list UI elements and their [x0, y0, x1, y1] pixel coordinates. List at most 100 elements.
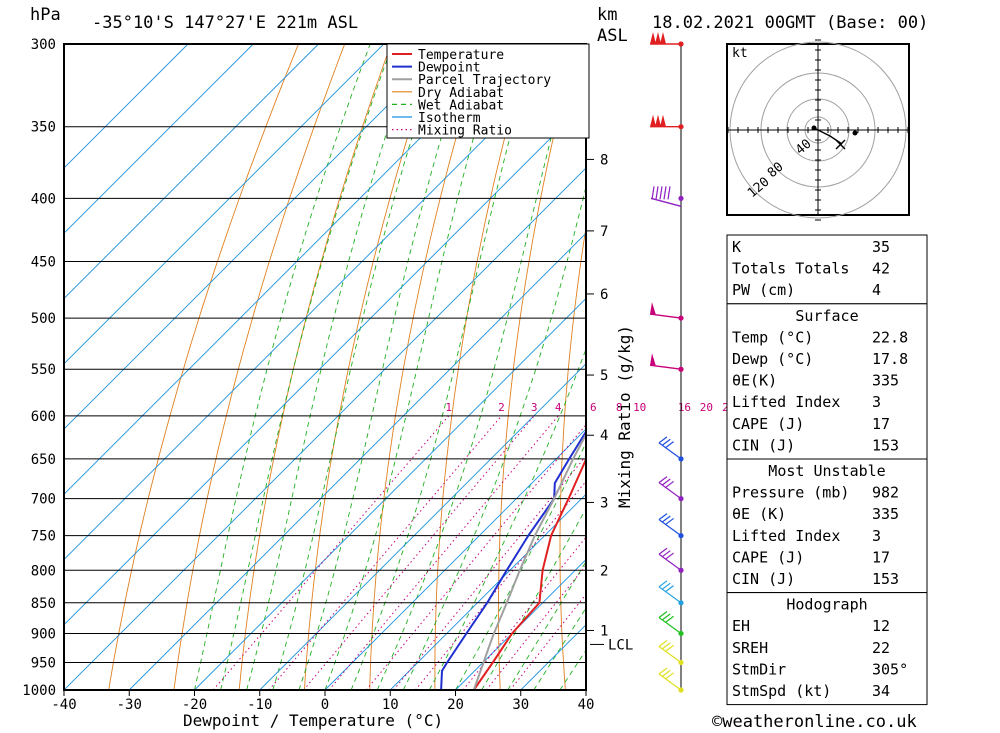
wind-barb-flag	[658, 580, 668, 588]
mixing-ratio-line	[365, 424, 586, 690]
table-row-value: 22	[872, 639, 890, 657]
pressure-tick-label: 700	[31, 492, 56, 508]
wet-adiabat-line	[246, 44, 417, 690]
temp-tick-label: -30	[117, 697, 142, 713]
wind-barb-flag	[658, 476, 668, 484]
datetime-title: 18.02.2021 00GMT (Base: 00)	[652, 13, 928, 33]
pressure-tick-label: 850	[31, 596, 56, 612]
wind-level-dot	[678, 600, 684, 606]
legend-box	[386, 43, 590, 139]
legend-label: Wet Adiabat	[418, 98, 504, 113]
table-row-value: 335	[872, 505, 899, 523]
isotherm-line	[324, 428, 586, 690]
wind-level-dot	[678, 124, 684, 130]
table-row-value: 305°	[872, 660, 908, 678]
wind-barb-flag	[659, 186, 663, 200]
wind-barb-column	[649, 32, 684, 693]
table-row-value: 35	[872, 238, 890, 256]
wind-barb-flag	[661, 438, 671, 446]
km-tick-label: 7	[600, 224, 608, 240]
legend-label: Dry Adiabat	[418, 86, 504, 101]
legend-label: Mixing Ratio	[418, 124, 512, 139]
temp-tick-label: 0	[321, 697, 329, 713]
dry-adiabat-line	[677, 44, 714, 690]
wind-level-dot	[678, 41, 684, 47]
mixing-ratio-label: 2	[498, 401, 505, 414]
wind-barb-flag	[665, 441, 674, 449]
km-tick-label: 3	[600, 495, 608, 511]
index-tables: K 35 Totals Totals 42 PW (cm) 4 Surface Temp (°…	[726, 234, 928, 706]
x-axis-label: Dewpoint / Temperature (°C)	[183, 711, 443, 730]
wind-barb-flag	[663, 186, 667, 200]
pressure-tick-label: 550	[31, 362, 56, 378]
wind-barb-pennant	[660, 114, 666, 127]
wind-barb	[658, 476, 684, 502]
copyright-footer: ©weatheronline.co.uk	[712, 712, 917, 732]
pressure-tick-label: 500	[31, 311, 56, 327]
table-row-value: 335	[872, 372, 899, 390]
wind-barb-pennant	[655, 114, 661, 127]
wind-barb-flag	[661, 613, 671, 621]
wet-adiabat-line	[324, 44, 502, 690]
surface-title: Surface	[795, 307, 858, 325]
pressure-axis: 300 350 400 450 500 550 600 650 700 750 800 850 900 9…	[22, 37, 56, 699]
wind-level-dot	[678, 687, 684, 693]
table-row-label: Dewp (°C)	[732, 350, 813, 368]
temp-tick-label: 40	[578, 697, 595, 713]
wind-barb	[658, 667, 684, 693]
mixing-ratio-line	[212, 415, 450, 690]
table-row-label: CAPE (J)	[732, 415, 804, 433]
plot-border	[63, 43, 587, 691]
height-axis: 1 2 3 4 5 6 7 8 LCL	[586, 152, 633, 653]
background-lines	[64, 44, 1000, 690]
mixing-ratio-labels: 12346810162025	[445, 401, 735, 414]
isotherm-line	[259, 363, 586, 690]
table-row-value: 42	[872, 260, 890, 278]
temperature-axis: -40 -30 -20 -10 0 10 20 30 40	[51, 690, 594, 713]
wind-barb-flag	[655, 186, 659, 200]
hodo-table-box	[726, 592, 928, 706]
dry-adiabat-line	[559, 224, 586, 690]
wind-barb-flag	[661, 550, 671, 558]
km-tick-label: 2	[600, 563, 608, 579]
mixing-ratio-line	[328, 415, 559, 690]
wind-barb-flag	[651, 186, 655, 200]
mixing-ratio-label: 10	[633, 401, 646, 414]
wind-barb-pennant	[650, 302, 656, 316]
wind-barb-flag	[661, 642, 671, 650]
wind-barb	[658, 513, 684, 539]
table-row-label: CIN (J)	[732, 436, 795, 454]
dry-adiabat-line	[991, 44, 1000, 690]
wind-level-dot	[678, 659, 684, 666]
wet-adiabat-line	[402, 184, 586, 690]
isotherm-line	[64, 102, 586, 626]
wind-barb	[658, 547, 684, 573]
wind-barb-flag	[665, 672, 674, 680]
legend-label: Isotherm	[418, 111, 481, 126]
wind-barb-flag	[658, 513, 668, 521]
lcl-label: LCL	[608, 637, 633, 653]
temp-tick-label: 20	[447, 697, 464, 713]
wind-barb-pennant	[650, 353, 656, 367]
wind-level-dot	[678, 195, 684, 201]
wind-barb-flag	[665, 615, 674, 623]
isotherm-line	[64, 44, 319, 300]
table-row-value: 17.8	[872, 350, 908, 368]
wind-barb-flag	[665, 585, 674, 593]
wet-adiabat-line	[429, 347, 586, 690]
mixing-ratio-label: 1	[445, 401, 452, 414]
mixing-ratio-axis-label: Mixing Ratio (g/kg)	[615, 325, 634, 508]
table-row-label: θE(K)	[732, 372, 777, 390]
wind-barb-flag	[661, 582, 671, 590]
isotherm-line	[128, 232, 586, 690]
table-row-label: K	[732, 238, 741, 256]
wind-barb-flag	[658, 436, 668, 444]
temp-tick-label: -10	[247, 697, 272, 713]
wind-level-dot	[678, 496, 684, 502]
wet-adiabat-line	[194, 44, 371, 690]
wind-barb-shaft	[650, 197, 682, 208]
km-tick-label: 1	[600, 623, 608, 639]
dry-adiabat-line	[238, 44, 392, 690]
